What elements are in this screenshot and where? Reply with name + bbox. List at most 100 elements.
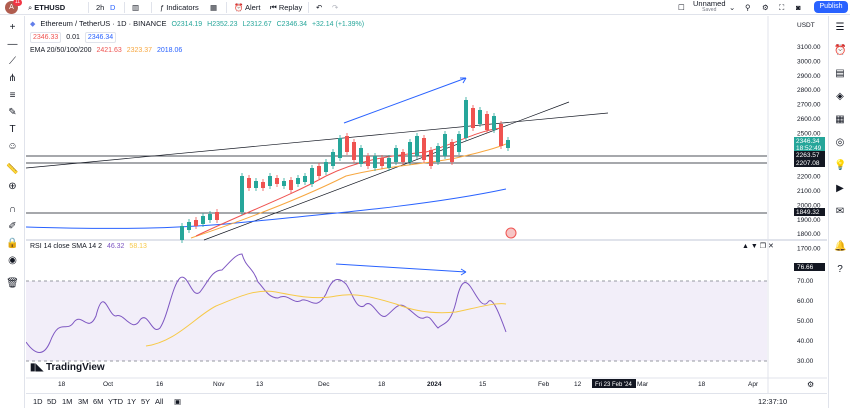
chat-icon[interactable]: ▤ [835,68,845,79]
watchlist-icon[interactable]: ☰ [835,22,845,33]
help-icon[interactable]: ? [837,264,843,275]
replay-button[interactable]: ⏮ Replay [270,1,302,14]
interval-dropdown[interactable]: D [110,3,116,12]
alarm-clock-icon: ⏰ [234,3,244,12]
price-axis-tick: 1700.00 [797,246,821,253]
maximize-pane-icon[interactable]: ❐ [759,243,767,250]
horizontal-line-icon[interactable]: ― [7,39,18,50]
price-axis-label-bg [794,137,825,145]
layout-name-button[interactable]: Unnamed Saved [693,0,726,13]
ask-price[interactable]: 2346.34 [84,32,117,43]
fullscreen-icon[interactable]: ⛶ [779,3,785,12]
text-icon[interactable]: T [9,124,16,135]
clock-label[interactable]: 12:37:10 (UTC+5:30) [758,397,788,406]
pencil-lock-icon[interactable]: ✐ [8,221,17,232]
price-axis-tick: 2700.00 [797,102,821,109]
price-axis-tick: 2900.00 [797,73,821,80]
ruler-icon[interactable]: 📏 [6,164,19,175]
pitchfork-icon[interactable]: ⋔ [8,73,17,84]
arrow-down-icon[interactable]: ▼ [750,243,758,250]
streams-icon[interactable]: ▶ [836,183,844,194]
publish-button[interactable]: Publish [814,1,848,13]
rsi-band [26,281,767,361]
rsi-legend[interactable]: RSI 14 close SMA 14 2 46.32 58.13 [30,242,150,252]
ideas-icon[interactable]: ◎ [835,137,845,148]
indicators-button[interactable]: ƒ Indicators [160,1,199,14]
tradingview-logo-text: TradingView [45,362,105,373]
rsi-value: 46.32 [106,243,125,250]
date-range-icon[interactable]: ▣ [174,397,182,406]
range-5d[interactable]: 5D [47,397,57,406]
time-axis-tick: 18 [378,381,386,388]
eye-icon[interactable]: ◉ [8,255,17,266]
calendar-icon[interactable]: ▦ [835,114,845,125]
range-all[interactable]: All [155,397,164,406]
magnet-icon[interactable]: ∩ [8,204,17,215]
brush-icon[interactable]: ✎ [8,107,17,118]
ema-label: EMA 20/50/100/200 [30,47,92,54]
range-1m[interactable]: 1M [62,397,73,406]
candle-body [317,166,321,176]
candle-body [359,148,363,164]
redo-icon[interactable]: ↷ [332,3,339,12]
camera-icon[interactable]: ◙ [796,3,801,12]
candle-body [443,134,447,156]
notifications-icon[interactable]: 🔔 [834,241,847,252]
candle-body [429,150,433,166]
trash-icon[interactable]: 🗑 [6,278,19,289]
messages-icon[interactable]: ✉ [835,206,845,217]
candle-body [261,182,265,188]
range-3m[interactable]: 3M [78,397,89,406]
zoom-icon[interactable]: ⊕ [8,181,17,192]
candle-body [352,142,356,160]
range-1d[interactable]: 1D [33,397,43,406]
range-ytd[interactable]: YTD [108,397,123,406]
bid-price[interactable]: 2346.33 [30,32,62,43]
search-icon: ⌕ [28,3,33,12]
lightbulb-icon[interactable]: 💡 [834,160,847,171]
price-axis-currency: USDT [797,22,815,29]
rsi-axis-tick: 30.00 [797,358,814,365]
pane-controls: ▲ ▼ ❐ ✕ [742,242,774,250]
divergence-arrow [343,77,467,124]
templates-icon[interactable]: ▦ [210,3,218,12]
alert-button[interactable]: ⏰ Alert [234,1,260,14]
lock-icon[interactable]: 🔒 [6,238,19,249]
ema-legend[interactable]: EMA 20/50/100/200 2421.63 2323.37 2018.0… [30,46,185,56]
quick-search-icon[interactable]: ⚲ [745,3,751,12]
time-crosshair-label-bg [592,379,636,388]
candle-body [415,136,419,156]
price-axis-label: 2346.34 [796,138,820,145]
arrow-up-icon[interactable]: ▲ [742,243,749,250]
alerts-icon[interactable]: ⏰ [834,45,847,56]
chevron-down-icon[interactable]: ⌄ [729,3,736,12]
time-axis-tick: 16 [156,381,164,388]
range-6m[interactable]: 6M [93,397,104,406]
gear-icon: ⚙ [807,380,814,389]
symbol-search-button[interactable]: ⌕ ETHUSD [28,1,65,14]
range-5y[interactable]: 5Y [141,397,151,406]
emoji-icon[interactable]: ☺ [7,141,18,152]
layers-icon[interactable]: ◈ [836,91,844,102]
undo-icon[interactable]: ↶ [316,3,323,12]
rsi-axis-tick: 40.00 [797,338,814,345]
layout-icon[interactable]: ☐ [678,3,685,12]
chart-area[interactable]: USDT 3100.00 3000.00 2900.00 2800.00 2700.00 2… [25,16,827,393]
candle-body [499,124,503,146]
interval-button[interactable]: 2h [96,3,105,12]
indicators-label: Indicators [166,3,199,12]
chart-canvas[interactable]: USDT 3100.00 3000.00 2900.00 2800.00 2700.00 2… [25,16,827,393]
candle-body [394,148,398,162]
time-axis-tick: 2024 [427,381,442,388]
close-icon[interactable]: ✕ [768,243,774,250]
bottom-toolbar: 1D 5D 1M 3M 6M YTD 1Y 5Y All ▣ 12:37:10 … [26,393,827,408]
range-1y[interactable]: 1Y [127,397,137,406]
fib-retracement-icon[interactable]: ≡ [9,90,16,101]
alert-label: Alert [245,3,261,12]
candle-body [324,162,328,172]
crosshair-icon[interactable]: + [9,22,16,33]
candle-body [254,181,258,188]
gear-icon[interactable]: ⚙ [762,3,769,12]
trend-line-icon[interactable]: ⟋ [9,56,16,67]
chart-type-icon[interactable]: ▥ [132,3,140,12]
